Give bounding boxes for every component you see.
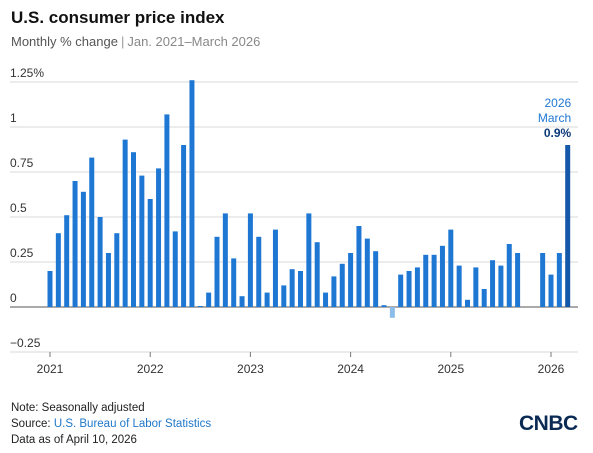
bar-2021-01 [47, 271, 53, 307]
bar-2022-11 [231, 258, 237, 307]
bar-2024-04 [373, 251, 379, 307]
y-tick-label: 1.25% [10, 66, 44, 80]
bar-2021-08 [105, 253, 111, 307]
y-tick-label: −0.25 [10, 336, 41, 350]
bar-2021-03 [64, 215, 70, 307]
bar-2024-06 [389, 307, 395, 318]
y-tick-label: 1 [10, 111, 17, 125]
bar-2023-02 [256, 236, 262, 307]
footer-source: Source: U.S. Bureau of Labor Statistics [11, 416, 211, 432]
bar-2024-12 [439, 245, 445, 307]
footer-note: Note: Seasonally adjusted [11, 402, 145, 414]
source-prefix: Source: [11, 418, 54, 430]
bar-2021-04 [72, 181, 78, 307]
bar-2023-10 [323, 292, 329, 307]
bar-2024-08 [406, 271, 412, 307]
x-tick-label: 2025 [437, 362, 464, 376]
bar-2026-01 [548, 274, 554, 307]
bar-2024-05 [381, 305, 387, 307]
bar-2022-01 [147, 199, 153, 307]
bar-2024-10 [423, 254, 429, 307]
bar-2021-11 [131, 152, 136, 307]
bar-2025-09 [515, 253, 521, 307]
y-tick-label: 0.5 [10, 201, 27, 215]
y-tick-label: 0 [10, 291, 17, 305]
subtitle-range: Jan. 2021–March 2026 [127, 34, 261, 49]
bar-2024-01 [348, 253, 354, 307]
bar-2021-02 [55, 233, 61, 307]
cnbc-logo: CNBC [519, 412, 578, 435]
chart-subtitle: Monthly % change | Jan. 2021–March 2026 [11, 34, 260, 49]
cpi-bar-chart: 1.25% 1 0.75 0.5 0.25 0 −0.25 2021 2022 2023 2024 2… [10, 66, 578, 376]
subtitle-measure: Monthly % change [11, 34, 118, 49]
bar-2023-08 [306, 213, 312, 307]
bar-2025-04 [473, 267, 479, 307]
source-link[interactable]: U.S. Bureau of Labor Statistics [53, 418, 212, 430]
bar-2021-05 [80, 191, 86, 307]
bar-2021-12 [139, 175, 145, 307]
bar-2025-01 [448, 229, 454, 307]
bar-2021-10 [122, 139, 128, 307]
annotation-month: March [538, 111, 571, 125]
x-tick-label: 2022 [137, 362, 164, 376]
footer-asof: Data as of April 10, 2026 [11, 434, 137, 446]
bar-2022-10 [222, 213, 228, 307]
footer: Note: Seasonally adjusted Source: U.S. B… [11, 400, 211, 448]
bar-2025-02 [456, 265, 462, 307]
bar-2024-02 [356, 226, 362, 307]
y-tick-label: 0.75 [10, 156, 34, 170]
bar-2023-03 [264, 292, 270, 307]
subtitle-separator: | [120, 34, 125, 49]
bar-2022-05 [181, 145, 187, 307]
bar-2024-03 [364, 238, 370, 307]
bar-2023-05 [281, 285, 287, 307]
bar-2022-08 [206, 292, 212, 307]
bar-2024-09 [414, 267, 420, 307]
bar-2021-09 [114, 233, 120, 307]
x-tick-label: 2024 [337, 362, 364, 376]
bar-2022-07 [197, 306, 203, 307]
bar-2023-12 [339, 263, 345, 307]
bar-2024-11 [431, 254, 437, 307]
bar-2026-03 [565, 145, 571, 307]
annotation-year: 2026 [544, 96, 571, 110]
bar-2021-06 [89, 157, 95, 307]
bar-2023-11 [331, 276, 337, 307]
bar-2022-12 [239, 296, 245, 307]
bar-2023-06 [289, 269, 295, 307]
bar-2023-04 [272, 229, 278, 307]
bar-2022-02 [156, 168, 162, 307]
bar-2023-09 [314, 242, 320, 307]
bar-2022-09 [214, 236, 220, 307]
bar-2025-03 [465, 299, 470, 307]
bar-2025-07 [498, 265, 504, 307]
x-tick-label: 2026 [538, 362, 565, 376]
annotation-value: 0.9% [544, 126, 572, 140]
bar-2022-04 [172, 231, 178, 307]
bar-2021-07 [97, 217, 103, 307]
bar-2023-07 [298, 271, 303, 307]
x-tick-label: 2023 [237, 362, 264, 376]
x-tick-label: 2021 [37, 362, 64, 376]
bar-2022-03 [164, 114, 170, 308]
bar-2025-12 [540, 253, 546, 307]
bar-2025-05 [481, 289, 487, 307]
y-tick-label: 0.25 [10, 246, 34, 260]
bar-2025-08 [506, 244, 512, 307]
bar-2025-06 [490, 260, 496, 307]
bar-2024-07 [398, 274, 404, 307]
bar-2026-02 [556, 253, 562, 307]
bar-2023-01 [247, 213, 253, 307]
bar-2022-06 [189, 80, 195, 307]
chart-title: U.S. consumer price index [11, 8, 225, 27]
